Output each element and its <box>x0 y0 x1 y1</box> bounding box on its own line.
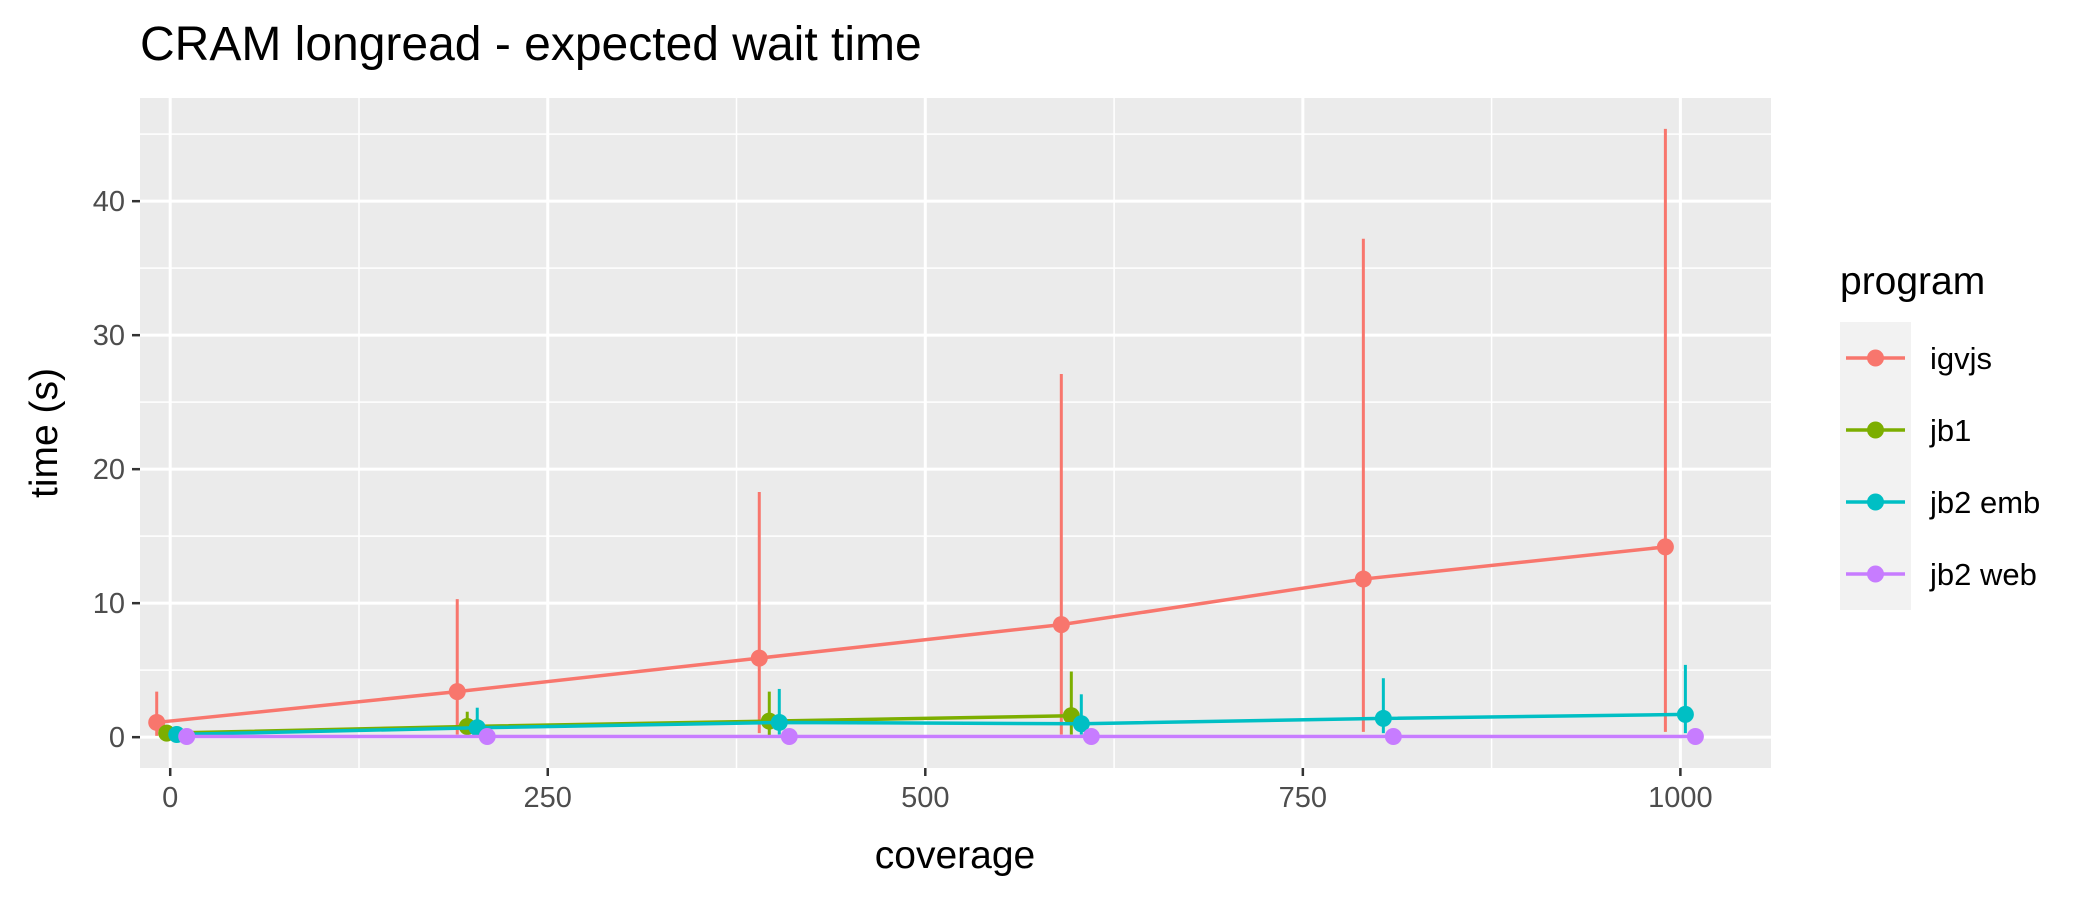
legend-keys-background <box>1840 322 1911 610</box>
legend-item-jb1: jb1 <box>1846 413 1971 448</box>
legend-key-point <box>1867 565 1884 583</box>
data-point <box>448 683 466 701</box>
data-point <box>750 649 768 667</box>
legend-item-jb2-emb: jb2 emb <box>1846 485 2040 520</box>
legend-item-jb2-web: jb2 web <box>1846 557 2037 592</box>
data-point <box>1052 616 1070 634</box>
x-tick-label: 1000 <box>1648 782 1713 814</box>
x-tick-label: 500 <box>901 782 949 814</box>
data-point <box>1384 728 1402 746</box>
series-line <box>156 545 1666 725</box>
x-tick-label: 0 <box>162 782 178 814</box>
legend-key-point <box>1867 493 1884 511</box>
data-point <box>1656 538 1674 556</box>
grid <box>140 98 1771 768</box>
series-layer <box>148 128 1704 746</box>
axis-ticks <box>132 199 1682 776</box>
data-point <box>770 713 788 731</box>
legend-label: jb2 emb <box>1929 485 2040 520</box>
x-tick-labels: 0 250 500 750 1000 <box>162 782 1713 814</box>
legend: program igvjs jb1 jb2 emb jb2 web <box>1840 260 2040 610</box>
data-point <box>478 728 496 746</box>
legend-label: igvjs <box>1930 341 1992 376</box>
x-axis-title: coverage <box>875 834 1035 877</box>
chart-title: CRAM longread - expected wait time <box>140 18 922 71</box>
legend-item-igvjs: igvjs <box>1846 341 1992 376</box>
y-tick-label: 40 <box>93 186 125 218</box>
data-point <box>1082 728 1100 746</box>
series-jb2-web <box>178 728 1704 746</box>
series-line <box>176 712 1686 737</box>
legend-label: jb1 <box>1929 413 1971 448</box>
data-point <box>148 713 166 731</box>
series-jb2-emb <box>168 664 1694 743</box>
legend-key-point <box>1867 421 1884 439</box>
data-point <box>178 728 196 746</box>
data-point <box>1072 715 1090 733</box>
legend-key-point <box>1867 349 1884 367</box>
y-tick-labels: 0 10 20 30 40 <box>93 186 125 754</box>
data-point <box>780 728 798 746</box>
plot-panel <box>140 98 1771 768</box>
data-point <box>1354 570 1372 588</box>
data-point <box>1374 709 1392 727</box>
data-point <box>1686 728 1704 746</box>
legend-title: program <box>1840 260 1985 303</box>
y-axis-title: time (s) <box>23 368 66 498</box>
y-tick-label: 0 <box>109 722 125 754</box>
data-point <box>1676 705 1694 723</box>
x-tick-label: 750 <box>1279 782 1327 814</box>
x-tick-label: 250 <box>524 782 572 814</box>
y-tick-label: 10 <box>93 588 125 620</box>
y-tick-label: 20 <box>93 454 125 486</box>
legend-items: igvjs jb1 jb2 emb jb2 web <box>1846 341 2040 592</box>
series-igvjs <box>148 128 1674 736</box>
legend-label: jb2 web <box>1929 557 2037 592</box>
y-tick-label: 30 <box>93 320 125 352</box>
